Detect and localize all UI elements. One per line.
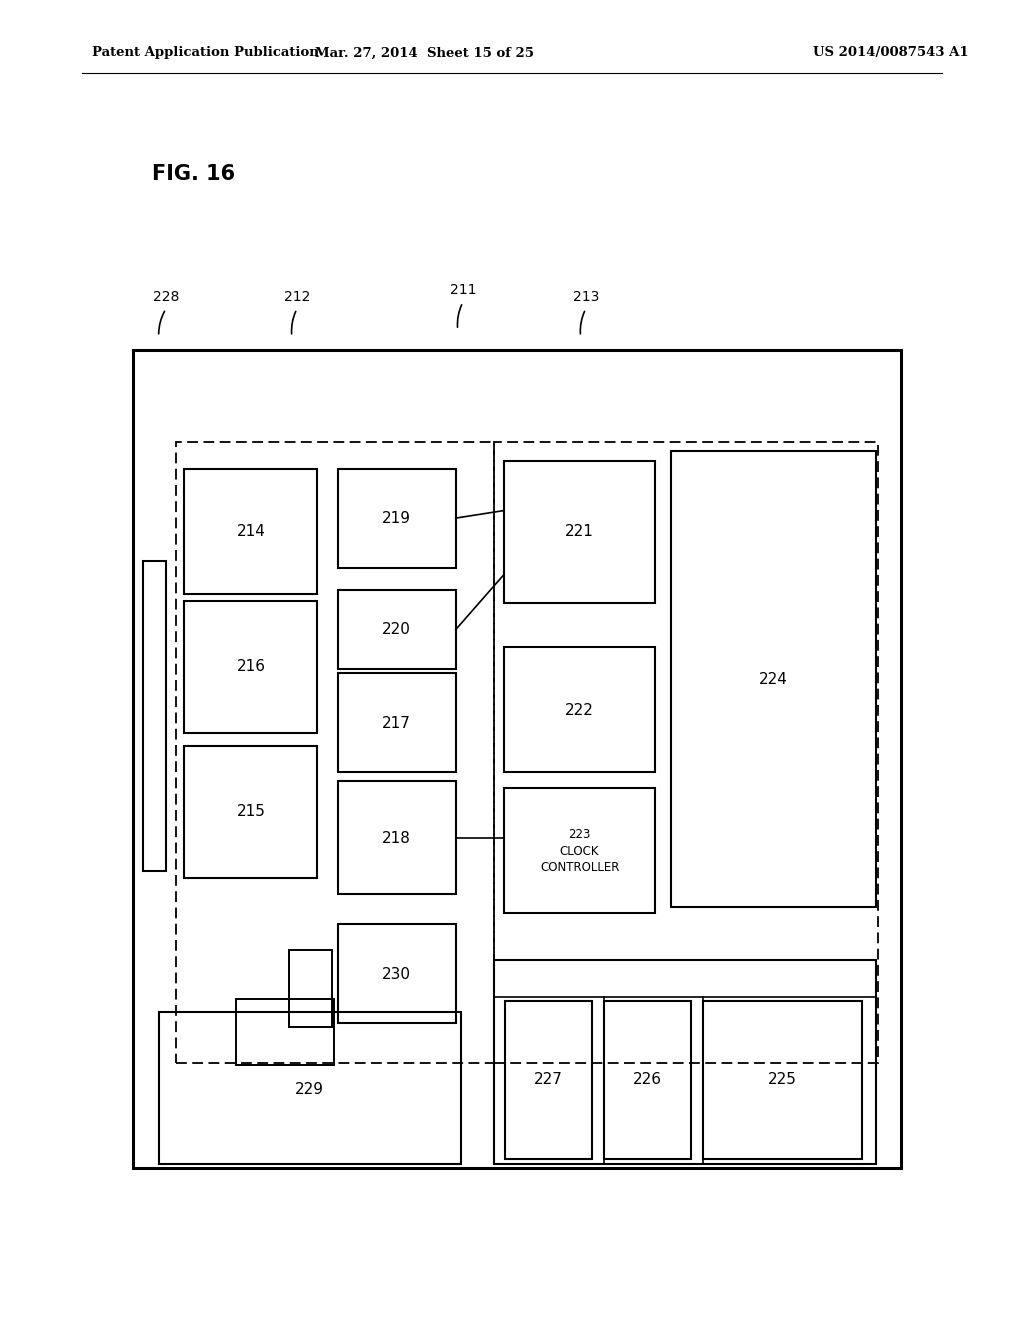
Text: Mar. 27, 2014  Sheet 15 of 25: Mar. 27, 2014 Sheet 15 of 25 [315, 46, 535, 59]
Text: 226: 226 [633, 1072, 662, 1088]
Bar [133, 350, 901, 1168]
Text: 218: 218 [382, 830, 411, 846]
Text: 228: 228 [153, 289, 179, 304]
Text: 221: 221 [565, 524, 594, 540]
Bar [338, 781, 456, 894]
Bar [184, 601, 317, 733]
Bar [504, 461, 655, 603]
Text: 211: 211 [450, 282, 476, 297]
Bar [504, 788, 655, 913]
Text: 213: 213 [572, 289, 599, 304]
Text: Patent Application Publication: Patent Application Publication [92, 46, 318, 59]
Text: 214: 214 [237, 524, 265, 540]
Bar [494, 960, 876, 1164]
Text: FIG. 16: FIG. 16 [152, 164, 234, 185]
Bar [671, 451, 876, 907]
Text: 223
CLOCK
CONTROLLER: 223 CLOCK CONTROLLER [540, 829, 620, 874]
Bar [289, 950, 332, 1027]
Text: 225: 225 [768, 1072, 797, 1088]
Bar [505, 1001, 592, 1159]
Text: 229: 229 [295, 1081, 324, 1097]
Text: 230: 230 [382, 966, 411, 982]
Bar [338, 673, 456, 772]
Text: 224: 224 [759, 672, 787, 688]
Text: 217: 217 [382, 715, 411, 731]
Bar [176, 442, 494, 1063]
Bar [504, 647, 655, 772]
Bar [338, 590, 456, 669]
Text: 220: 220 [382, 622, 411, 638]
Text: 215: 215 [237, 804, 265, 820]
Text: 216: 216 [237, 659, 265, 675]
Bar [703, 1001, 862, 1159]
Bar [338, 469, 456, 568]
Bar [159, 1012, 461, 1164]
Text: 222: 222 [565, 702, 594, 718]
Bar [494, 442, 878, 1063]
Text: US 2014/0087543 A1: US 2014/0087543 A1 [813, 46, 969, 59]
Text: 212: 212 [284, 289, 310, 304]
Bar [143, 561, 166, 871]
Bar [236, 999, 334, 1065]
Bar [184, 469, 317, 594]
Text: 219: 219 [382, 511, 411, 527]
Bar [184, 746, 317, 878]
Text: 227: 227 [534, 1072, 562, 1088]
Bar [604, 1001, 691, 1159]
Bar [338, 924, 456, 1023]
